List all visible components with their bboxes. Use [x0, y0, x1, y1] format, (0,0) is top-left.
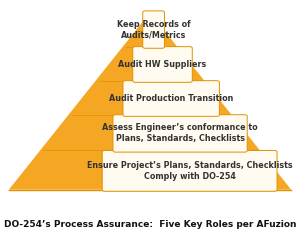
Text: DO-254’s Process Assurance:  Five Key Roles per AFuzion: DO-254’s Process Assurance: Five Key Rol… [4, 220, 296, 229]
Text: Copyright AFuzion: Copyright AFuzion [26, 79, 31, 136]
FancyBboxPatch shape [113, 115, 247, 152]
Text: Audit HW Suppliers: Audit HW Suppliers [118, 60, 207, 69]
Text: Ensure Project’s Plans, Standards, Checklists
Comply with DO-254: Ensure Project’s Plans, Standards, Check… [87, 161, 292, 181]
FancyBboxPatch shape [143, 11, 164, 48]
FancyBboxPatch shape [133, 47, 192, 82]
Text: Assess Engineer’s conformance to
Plans, Standards, Checklists: Assess Engineer’s conformance to Plans, … [102, 123, 258, 143]
FancyBboxPatch shape [123, 81, 219, 116]
Polygon shape [9, 12, 291, 190]
Text: Audit Production Transition: Audit Production Transition [109, 94, 233, 103]
Text: Keep Records of
Audits/Metrics: Keep Records of Audits/Metrics [117, 19, 190, 40]
FancyBboxPatch shape [102, 150, 277, 191]
